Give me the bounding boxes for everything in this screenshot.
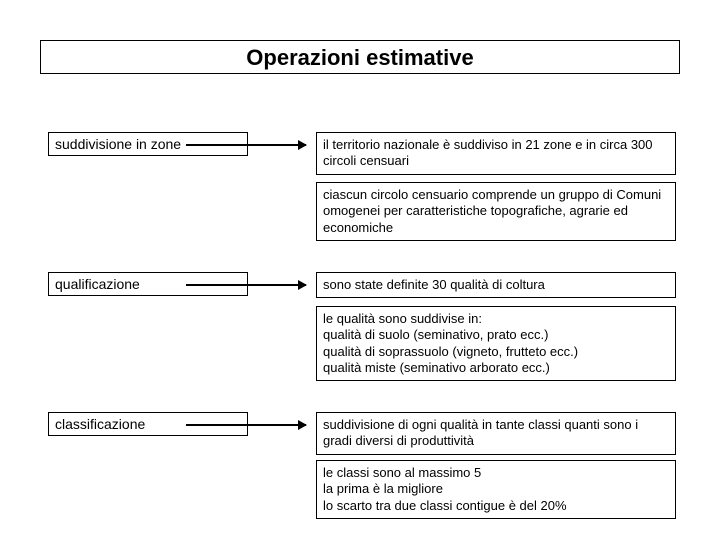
- description-text: lo scarto tra due classi contigue è del …: [323, 498, 567, 513]
- page-title: Operazioni estimative: [40, 40, 680, 74]
- description-box: le qualità sono suddivise in:qualità di …: [316, 306, 676, 381]
- description-text: qualità di suolo (seminativo, prato ecc.…: [323, 327, 548, 342]
- page-title-text: Operazioni estimative: [246, 45, 473, 70]
- arrow-icon: [186, 424, 306, 426]
- description-text: il territorio nazionale è suddiviso in 2…: [323, 137, 653, 168]
- section-label-text: classificazione: [55, 416, 145, 432]
- description-text: qualità miste (seminativo arborato ecc.): [323, 360, 550, 375]
- section-label-text: qualificazione: [55, 276, 140, 292]
- description-text: la prima è la migliore: [323, 481, 443, 496]
- description-box: il territorio nazionale è suddiviso in 2…: [316, 132, 676, 175]
- arrow-icon: [186, 284, 306, 286]
- description-box: sono state definite 30 qualità di coltur…: [316, 272, 676, 298]
- description-text: sono state definite 30 qualità di coltur…: [323, 277, 545, 292]
- description-text: suddivisione di ogni qualità in tante cl…: [323, 417, 638, 448]
- description-box: ciascun circolo censuario comprende un g…: [316, 182, 676, 241]
- description-text: ciascun circolo censuario comprende un g…: [323, 187, 661, 235]
- description-text: le qualità sono suddivise in:: [323, 311, 482, 326]
- description-box: le classi sono al massimo 5la prima è la…: [316, 460, 676, 519]
- description-text: le classi sono al massimo 5: [323, 465, 481, 480]
- arrow-icon: [186, 144, 306, 146]
- description-text: qualità di soprassuolo (vigneto, fruttet…: [323, 344, 578, 359]
- description-box: suddivisione di ogni qualità in tante cl…: [316, 412, 676, 455]
- section-label-text: suddivisione in zone: [55, 136, 181, 152]
